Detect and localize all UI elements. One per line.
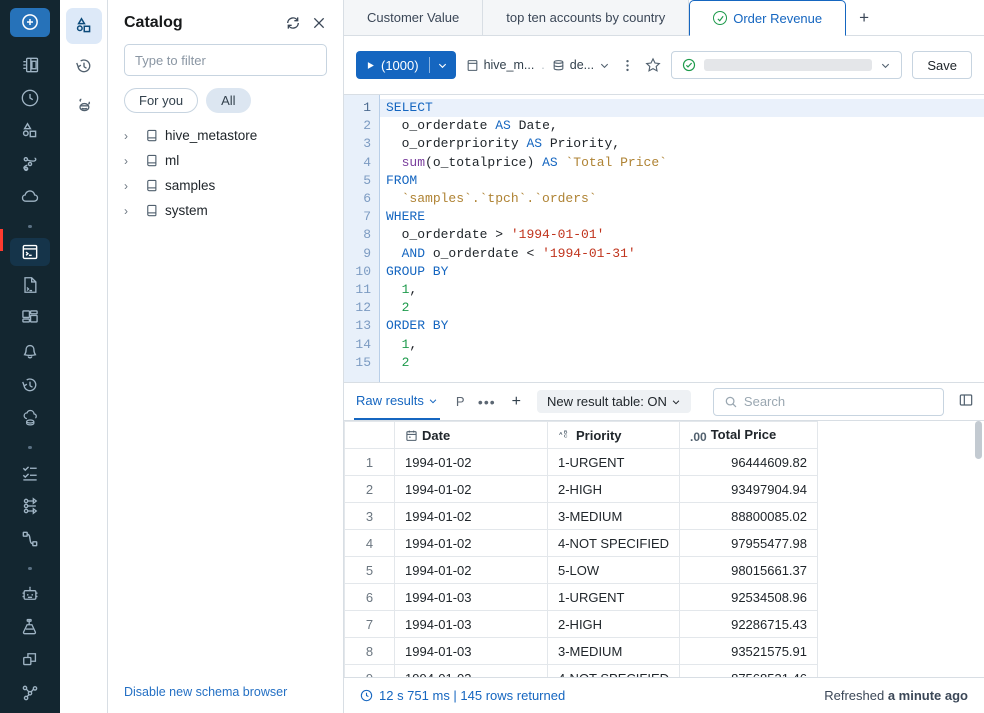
svg-text:C: C: [564, 433, 568, 439]
svg-text:A: A: [559, 430, 563, 436]
